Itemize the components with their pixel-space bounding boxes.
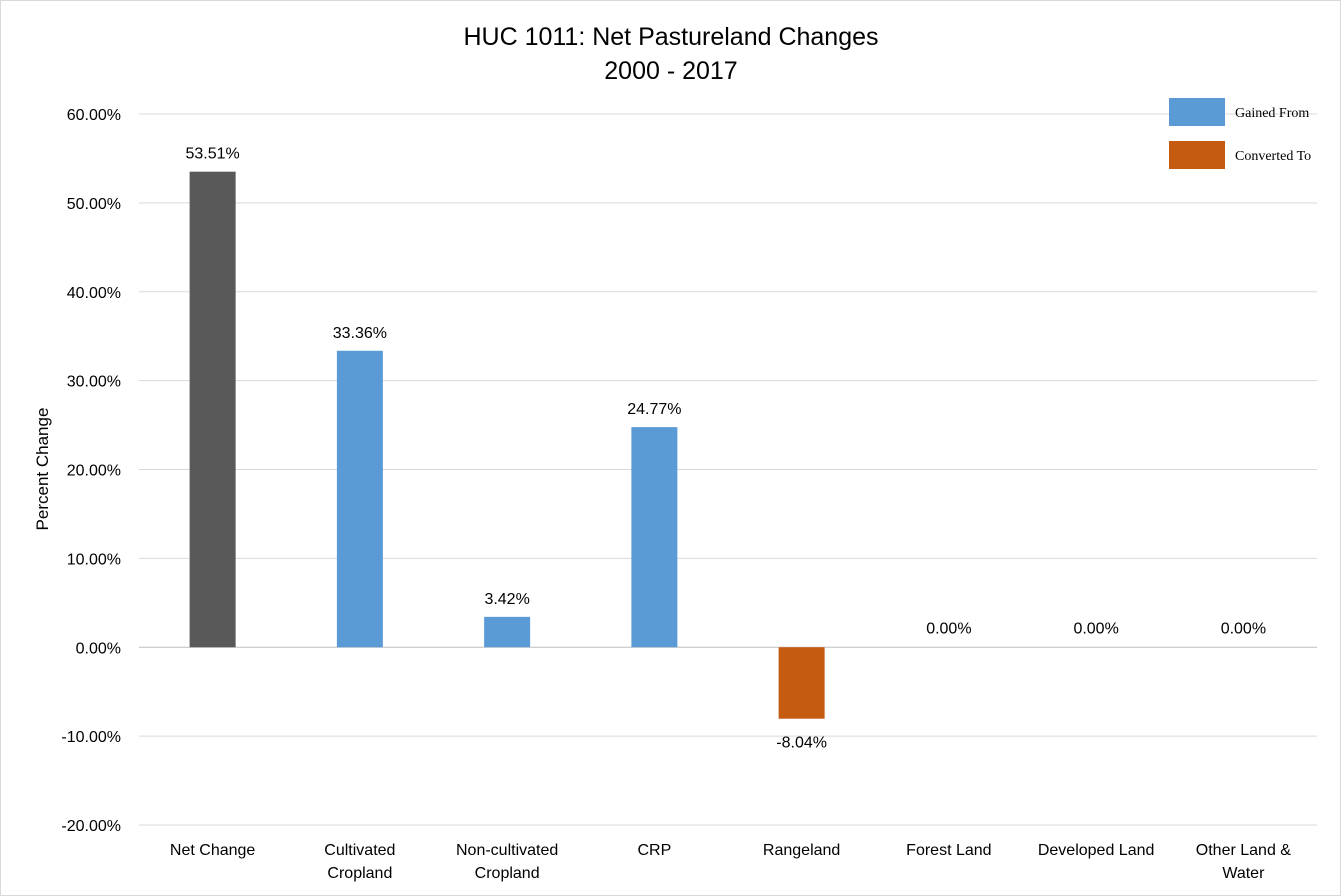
legend-label: Gained From bbox=[1235, 106, 1309, 121]
bars bbox=[189, 171, 825, 719]
x-category-label: Rangeland bbox=[763, 842, 840, 859]
x-category-label: Net Change bbox=[170, 842, 255, 859]
y-tick-label: -10.00% bbox=[61, 729, 121, 746]
data-label: 53.51% bbox=[185, 146, 239, 163]
x-category-label: Cropland bbox=[327, 865, 392, 882]
x-category-label: Other Land & bbox=[1196, 842, 1292, 859]
x-axis-categories: Net Change Cultivated Cropland Non-cultivat… bbox=[170, 842, 1291, 882]
y-tick-label: 0.00% bbox=[76, 640, 121, 657]
chart-title: HUC 1011: Net Pastureland Changes 2000 - … bbox=[463, 23, 878, 85]
bar bbox=[336, 350, 383, 648]
y-tick-label: -20.00% bbox=[61, 818, 121, 835]
data-label: 3.42% bbox=[484, 591, 529, 608]
data-label: 0.00% bbox=[1073, 620, 1118, 637]
y-axis-label: Percent Change bbox=[33, 408, 52, 531]
y-tick-label: 20.00% bbox=[67, 463, 121, 480]
data-label: 33.36% bbox=[333, 325, 387, 342]
x-category-label: CRP bbox=[637, 842, 671, 859]
y-tick-label: 10.00% bbox=[67, 551, 121, 568]
bar bbox=[484, 616, 531, 648]
bar bbox=[189, 171, 236, 648]
x-category-label: Cultivated bbox=[324, 842, 395, 859]
y-axis-title: Percent Change bbox=[33, 408, 52, 531]
chart-title-line: 2000 - 2017 bbox=[604, 57, 737, 85]
legend-label: Converted To bbox=[1235, 149, 1311, 164]
data-label: 24.77% bbox=[627, 401, 681, 418]
bar bbox=[631, 427, 678, 648]
y-tick-label: 50.00% bbox=[67, 196, 121, 213]
legend-swatch bbox=[1169, 141, 1225, 169]
x-category-label: Forest Land bbox=[906, 842, 991, 859]
data-label: 0.00% bbox=[926, 620, 971, 637]
bar bbox=[778, 647, 825, 719]
legend: Gained From Converted To bbox=[1169, 98, 1311, 169]
x-category-label: Cropland bbox=[475, 865, 540, 882]
data-label: -8.04% bbox=[776, 735, 827, 752]
y-axis-ticks: 60.00% 50.00% 40.00% 30.00% 20.00% 10.00% 0.00… bbox=[61, 107, 121, 835]
data-label: 0.00% bbox=[1221, 620, 1266, 637]
x-category-label: Developed Land bbox=[1038, 842, 1155, 859]
y-tick-label: 60.00% bbox=[67, 107, 121, 124]
y-tick-label: 40.00% bbox=[67, 285, 121, 302]
x-category-label: Non-cultivated bbox=[456, 842, 558, 859]
chart-title-line: HUC 1011: Net Pastureland Changes bbox=[463, 23, 878, 51]
legend-swatch bbox=[1169, 98, 1225, 126]
data-labels: 53.51% 33.36% 3.42% 24.77% -8.04% 0.00% 0.00% 0… bbox=[185, 146, 1266, 752]
y-tick-label: 30.00% bbox=[67, 374, 121, 391]
gridlines bbox=[139, 113, 1317, 826]
x-category-label: Water bbox=[1222, 865, 1265, 882]
